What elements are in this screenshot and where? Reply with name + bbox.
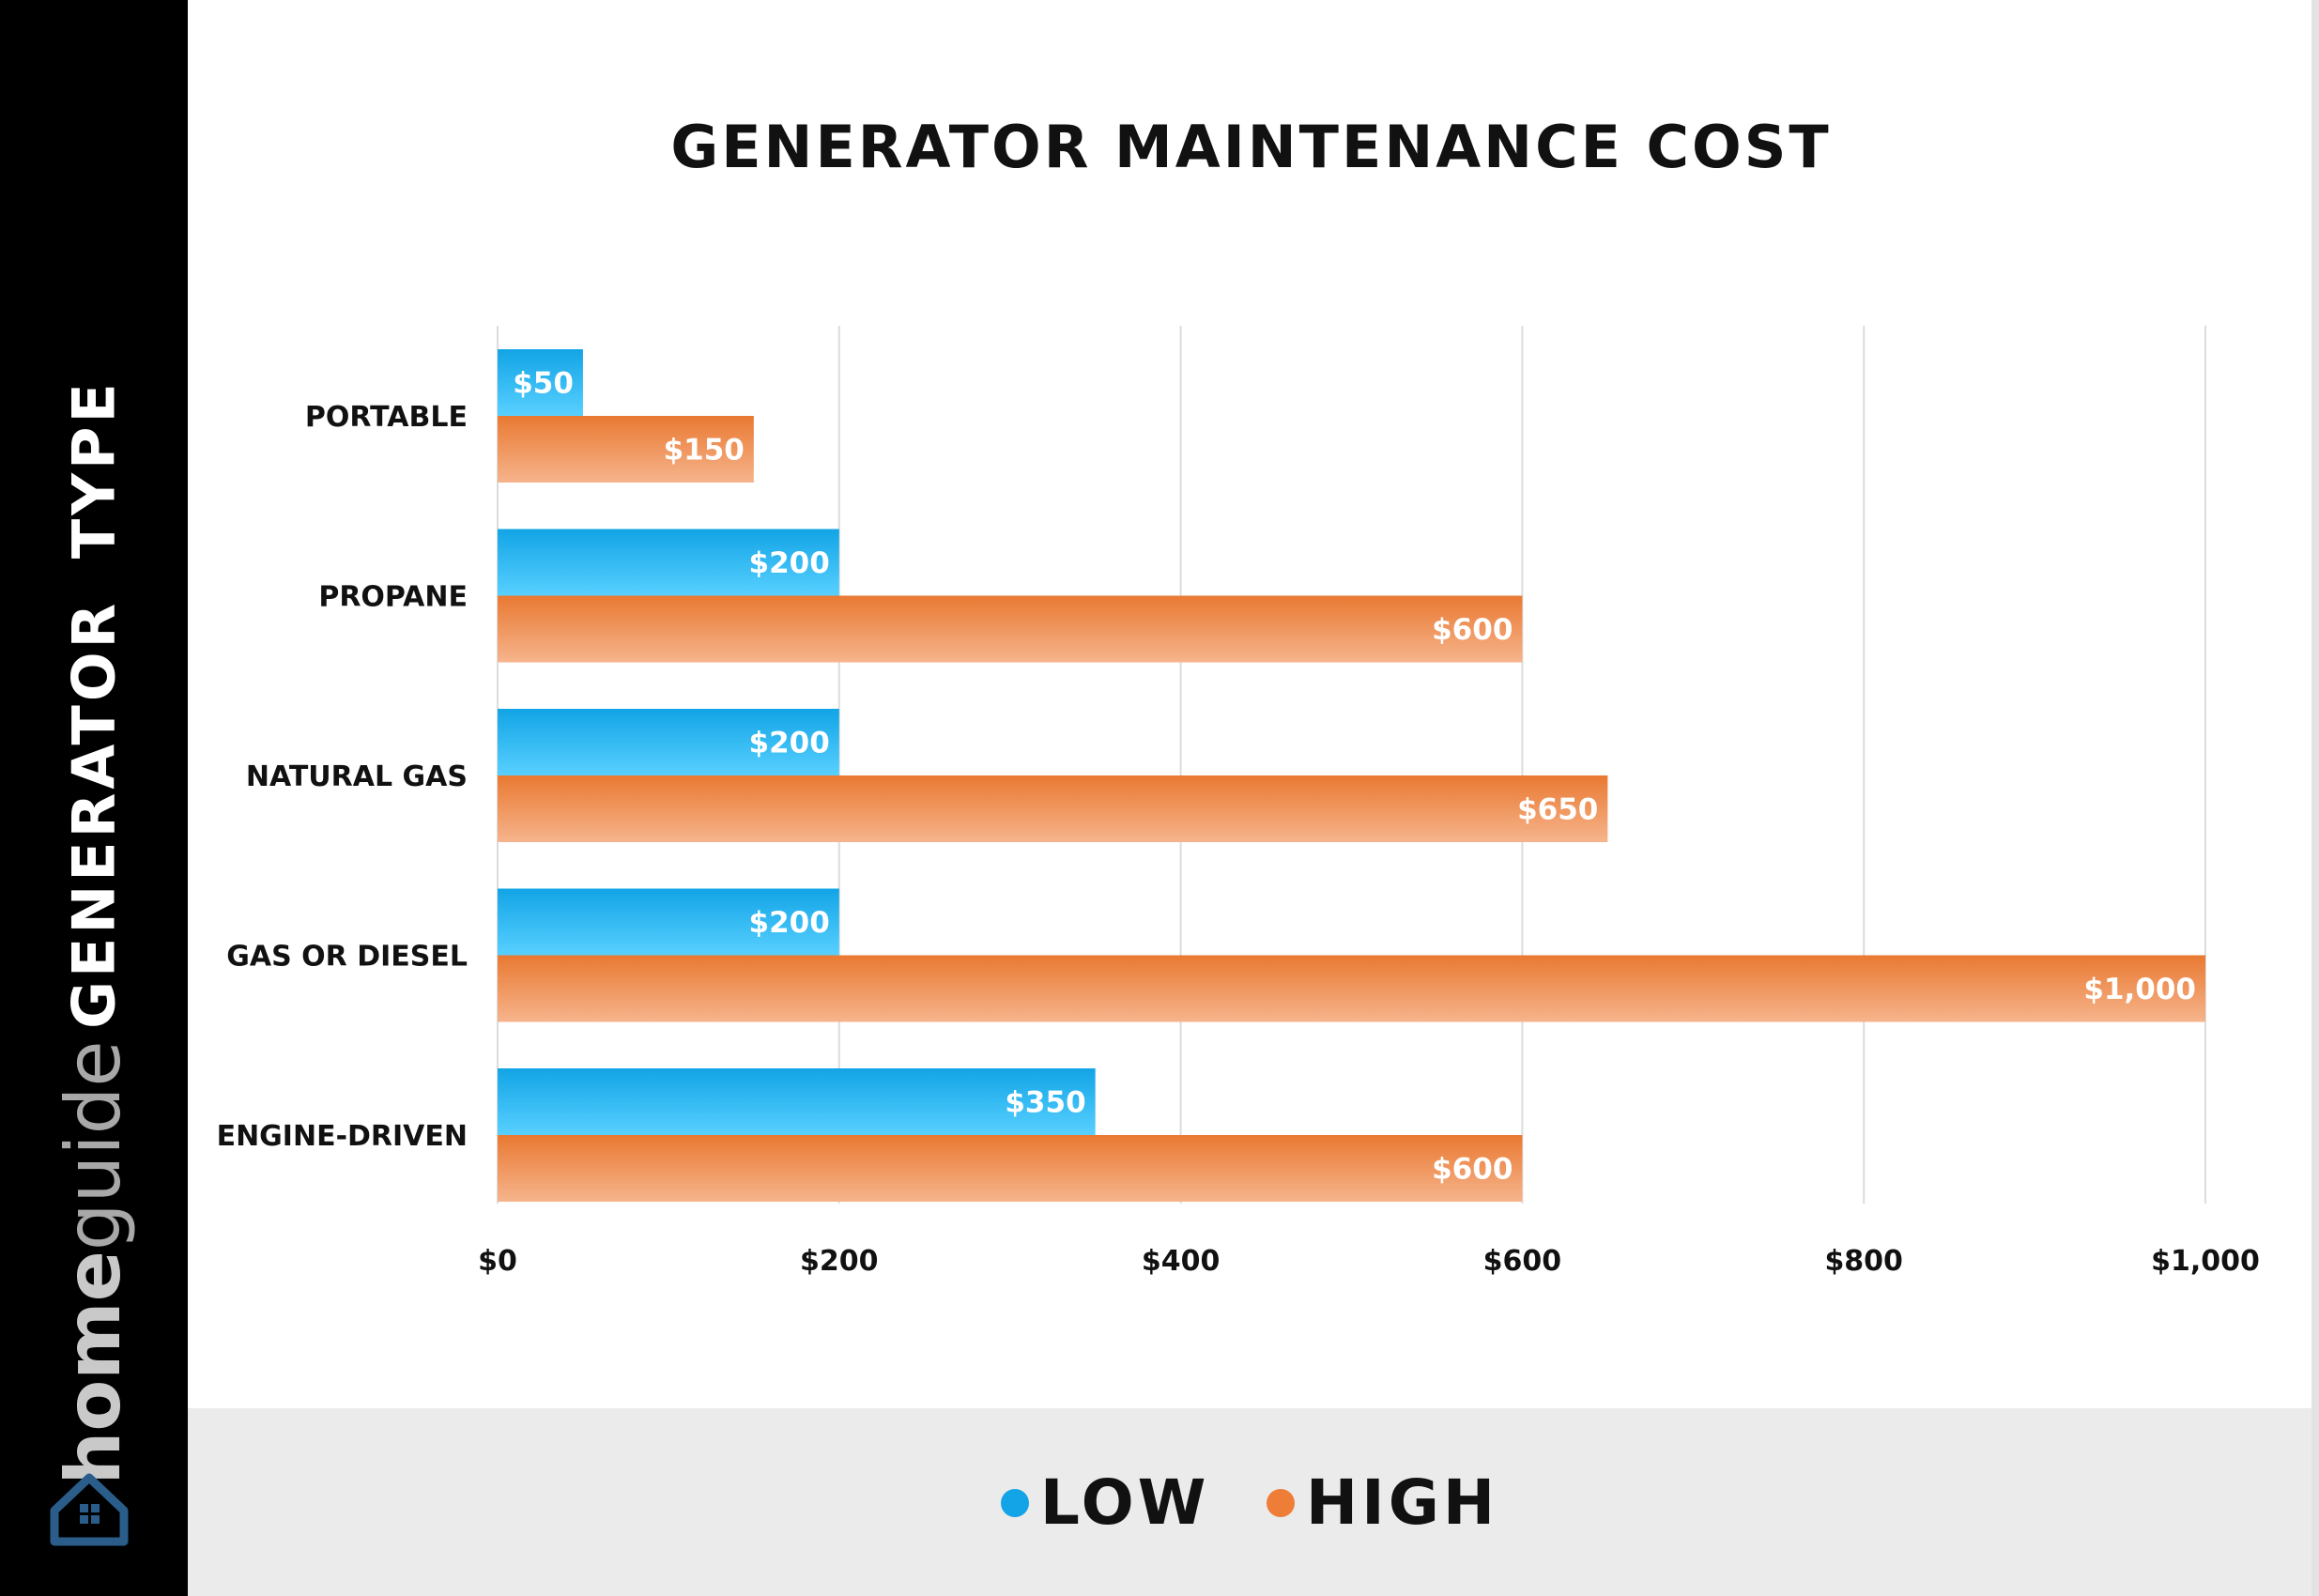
bar — [498, 595, 1523, 663]
legend-label-low: LOW — [1039, 1466, 1210, 1539]
bar — [498, 709, 839, 775]
legend: LOW HIGH — [188, 1466, 2311, 1539]
category-label: PROPANE — [318, 581, 468, 614]
legend-band: LOW HIGH — [188, 1408, 2311, 1596]
right-border — [2311, 0, 2319, 1596]
category-label: GAS OR DIESEL — [226, 941, 468, 974]
data-label: $200 — [749, 727, 830, 760]
bar — [498, 775, 1608, 842]
x-tick-label: $0 — [478, 1245, 517, 1278]
data-label: $200 — [749, 906, 830, 940]
data-label: $50 — [513, 367, 574, 401]
x-tick-label: $1,000 — [2151, 1245, 2260, 1278]
chart-title: GENERATOR MAINTENANCE COST — [670, 113, 1832, 181]
data-label: $600 — [1432, 1153, 1513, 1187]
x-tick-label: $600 — [1483, 1245, 1562, 1278]
bar — [498, 1068, 1096, 1135]
bar-chart: $0 $200 $400 $600 $800 $1,000 PORTABLE $50 $150 P… — [217, 326, 2260, 1278]
legend-dot-low — [1000, 1488, 1029, 1517]
category-label: PORTABLE — [305, 401, 468, 434]
x-tick-label: $400 — [1142, 1245, 1221, 1278]
category-label: ENGINE-DRIVEN — [217, 1120, 468, 1153]
data-label: $650 — [1517, 793, 1598, 827]
category-label: NATURAL GAS — [246, 760, 468, 793]
data-label: $200 — [749, 546, 830, 580]
legend-dot-high — [1266, 1488, 1295, 1517]
x-tick-label: $200 — [800, 1245, 879, 1278]
legend-label-high: HIGH — [1305, 1466, 1499, 1539]
x-tick-label: $800 — [1824, 1245, 1903, 1278]
bar — [498, 349, 583, 416]
legend-item-low: LOW — [1000, 1466, 1210, 1539]
data-label: $350 — [1005, 1086, 1085, 1120]
bar — [498, 529, 839, 596]
sidebar: GENERATOR TYPE homeguide — [0, 0, 188, 1596]
data-label: $150 — [664, 434, 745, 468]
bar — [498, 888, 839, 956]
bar — [498, 955, 2205, 1022]
bar — [498, 416, 754, 483]
legend-item-high: HIGH — [1266, 1466, 1499, 1539]
house-logo-icon — [50, 1473, 129, 1546]
bar — [498, 1135, 1523, 1202]
data-label: $1,000 — [2083, 973, 2196, 1006]
data-label: $600 — [1432, 613, 1513, 647]
